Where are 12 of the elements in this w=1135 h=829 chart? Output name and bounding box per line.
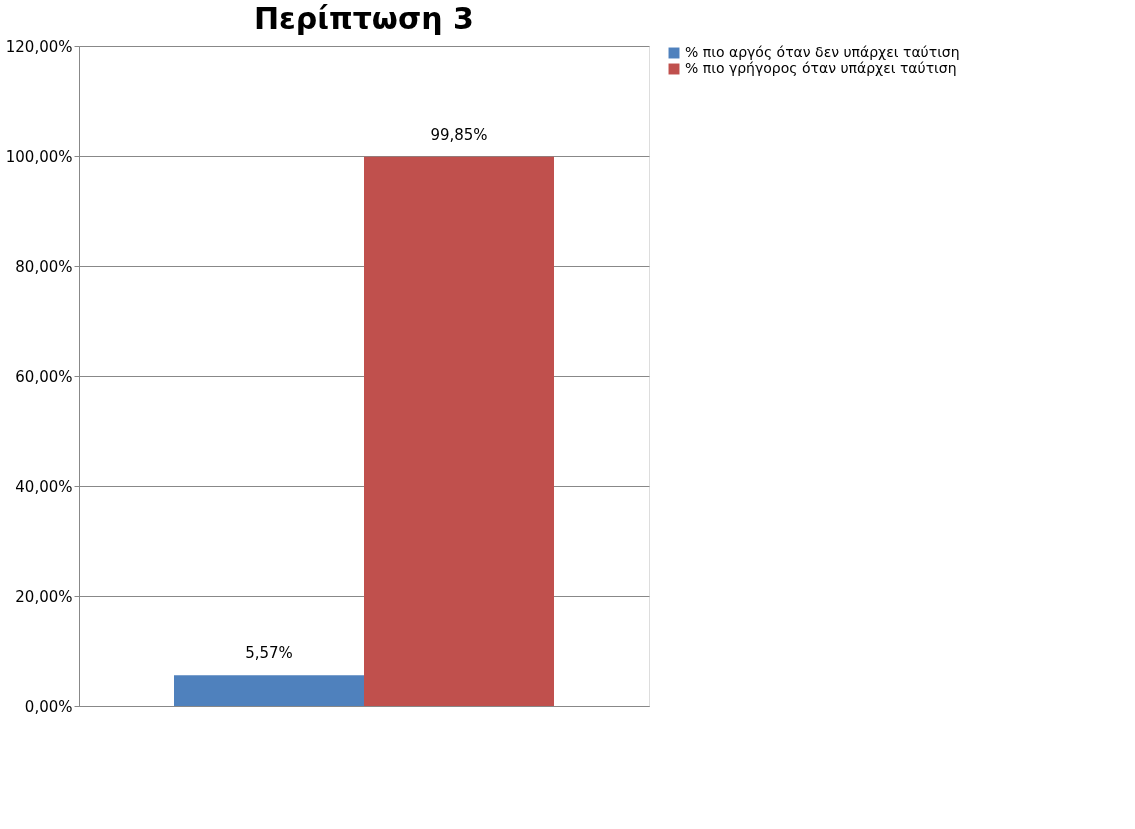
y-tick-label: 120,00% <box>5 37 73 56</box>
y-tick-label: 20,00% <box>15 587 73 606</box>
data-label: 99,85% <box>430 125 488 144</box>
y-tick-label: 60,00% <box>15 367 73 386</box>
y-tick-label: 100,00% <box>5 147 73 166</box>
data-label: 5,57% <box>245 644 293 663</box>
chart-title: Περίπτωση 3 <box>254 1 474 36</box>
y-tick-label: 0,00% <box>24 697 73 716</box>
legend-label: % πιο αργός όταν δεν υπάρχει ταύτιση <box>685 44 960 60</box>
y-tick-label: 40,00% <box>15 477 73 496</box>
y-tick-label: 80,00% <box>15 257 73 276</box>
legend-label: % πιο γρήγορος όταν υπάρχει ταύτιση <box>685 60 957 76</box>
